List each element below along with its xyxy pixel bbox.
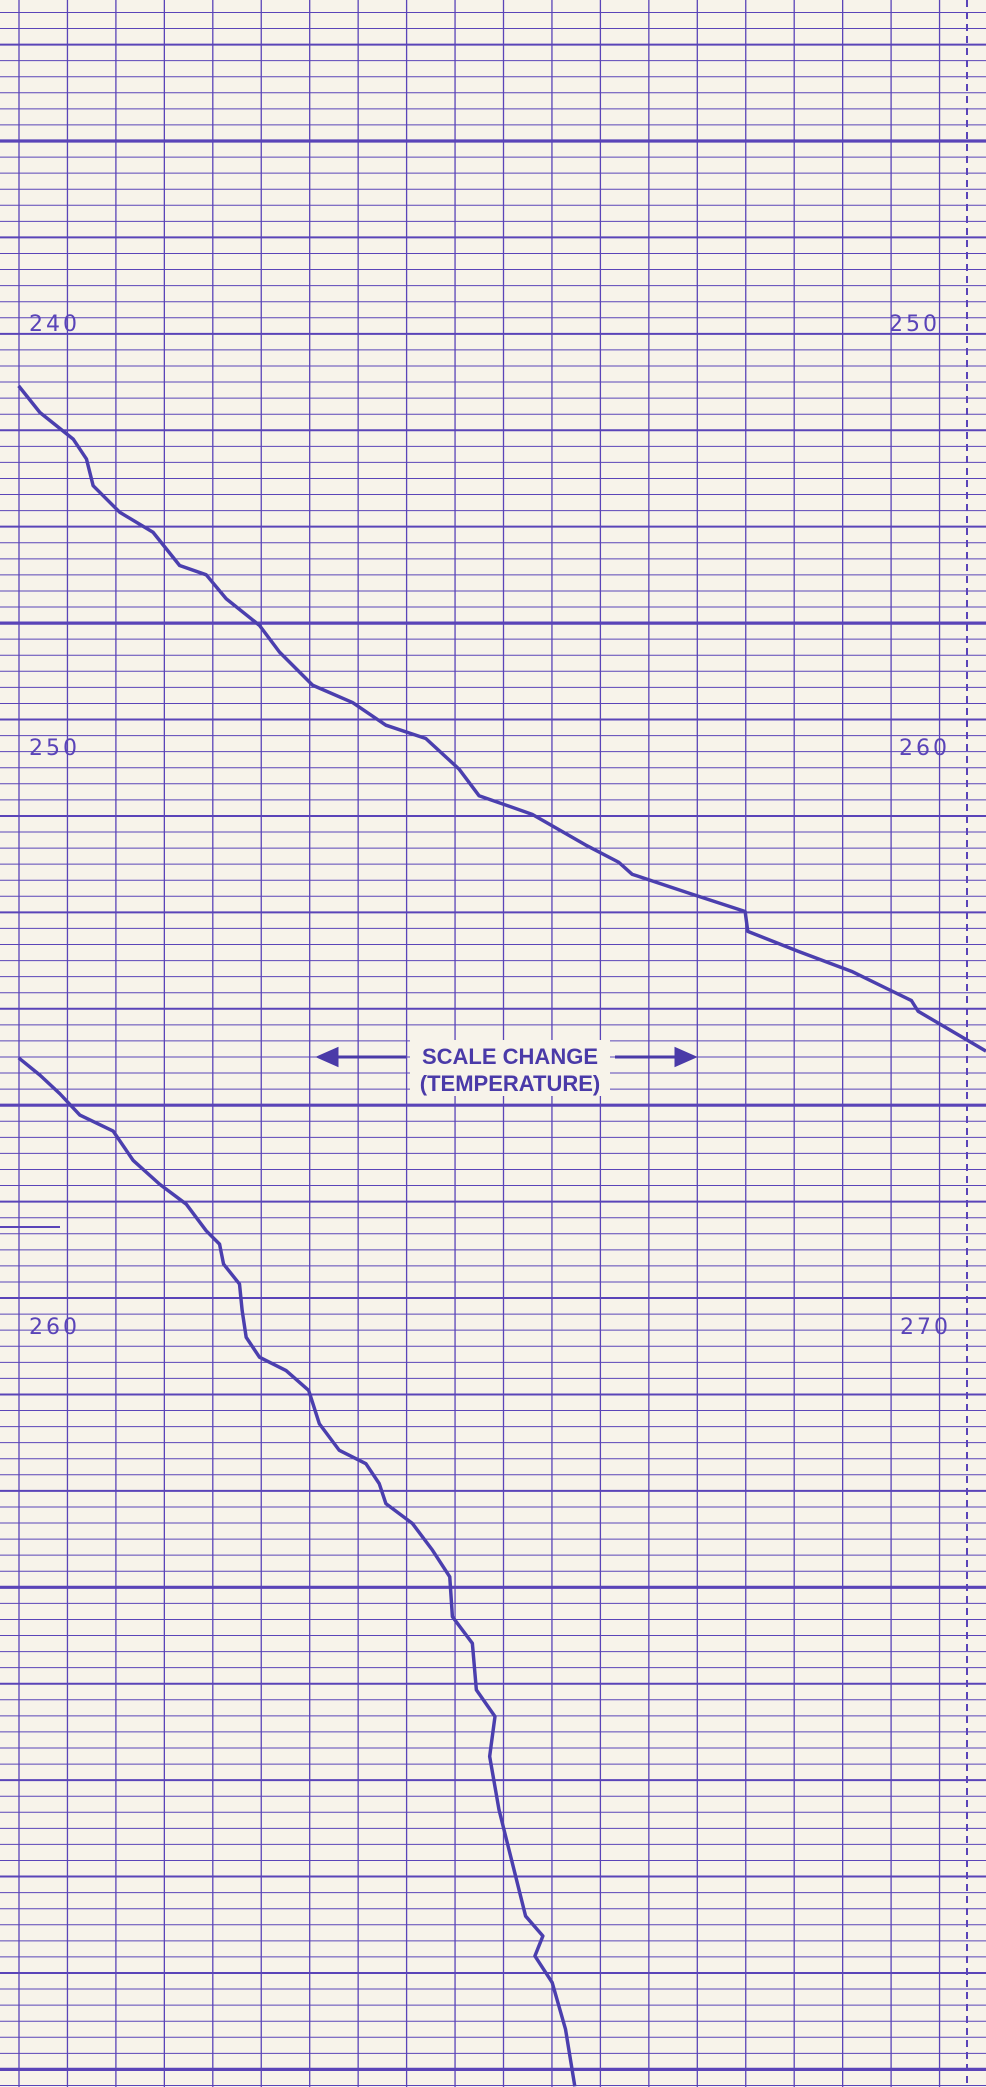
annotation: (TEMPERATURE) bbox=[420, 1071, 600, 1096]
trace-lower bbox=[17, 1056, 577, 2087]
depth-label: 260 bbox=[29, 1315, 80, 1340]
trace-upper bbox=[17, 384, 986, 1053]
traces bbox=[17, 384, 986, 2087]
arrow-head bbox=[674, 1046, 698, 1068]
arrow-head bbox=[315, 1046, 339, 1068]
depth-label: 250 bbox=[29, 736, 80, 761]
annotation-bg bbox=[410, 1040, 610, 1096]
arrows bbox=[315, 1046, 698, 1068]
depth-label: 270 bbox=[900, 1315, 951, 1340]
annotation: SCALE CHANGE bbox=[422, 1044, 598, 1069]
depth-label: 240 bbox=[29, 312, 80, 337]
depth-label: 250 bbox=[889, 312, 940, 337]
depth-label: 260 bbox=[899, 736, 950, 761]
